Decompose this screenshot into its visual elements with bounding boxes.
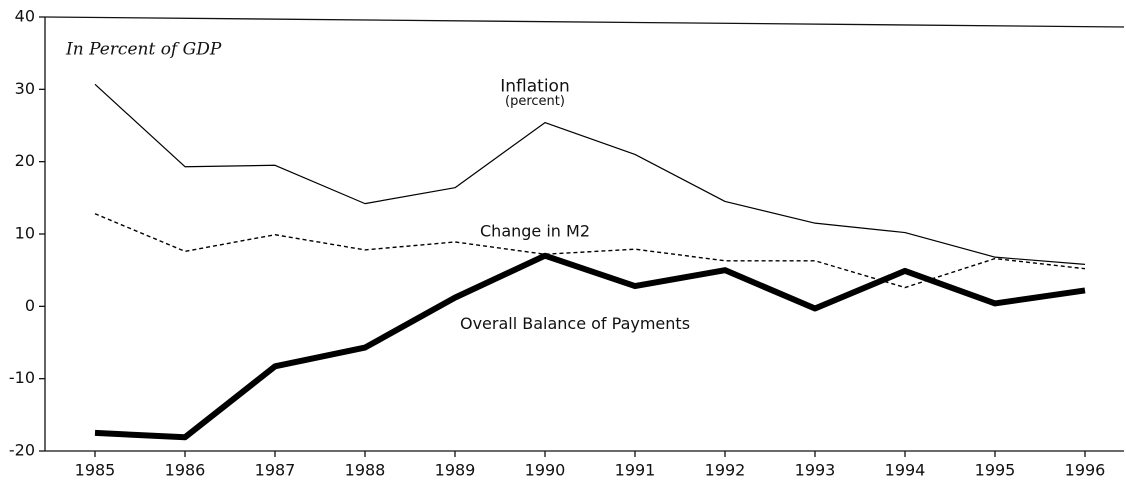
annotation: Inflation — [500, 76, 569, 96]
y-tick-label: 10 — [15, 224, 35, 243]
y-tick-label: 0 — [25, 296, 35, 315]
x-tick-label: 1985 — [75, 461, 116, 480]
top-border — [44, 16, 1125, 28]
x-tick-label: 1987 — [255, 461, 296, 480]
x-tick-label: 1993 — [795, 461, 836, 480]
x-tick-label: 1995 — [975, 461, 1016, 480]
x-tick-label: 1994 — [885, 461, 926, 480]
y-tick-label: -10 — [9, 368, 35, 387]
series-line — [94, 83, 1086, 265]
x-tick-label: 1986 — [165, 461, 206, 480]
x-tick-label: 1990 — [525, 461, 566, 480]
x-tick-label: 1991 — [615, 461, 656, 480]
x-tick-label: 1988 — [345, 461, 386, 480]
y-tick-label: 30 — [15, 79, 35, 98]
x-tick-label: 1992 — [705, 461, 746, 480]
y-tick-label: -20 — [9, 441, 35, 460]
y-tick-label: 20 — [15, 151, 35, 170]
series-line — [94, 252, 1086, 441]
annotation: Overall Balance of Payments — [460, 314, 690, 333]
y-tick-label: 40 — [15, 7, 35, 26]
annotation: (percent) — [505, 94, 565, 109]
x-tick-label: 1989 — [435, 461, 476, 480]
series-line — [94, 213, 1086, 289]
annotation: Change in M2 — [480, 221, 590, 240]
x-tick-label: 1996 — [1065, 461, 1106, 480]
chart-title: In Percent of GDP — [65, 40, 222, 60]
